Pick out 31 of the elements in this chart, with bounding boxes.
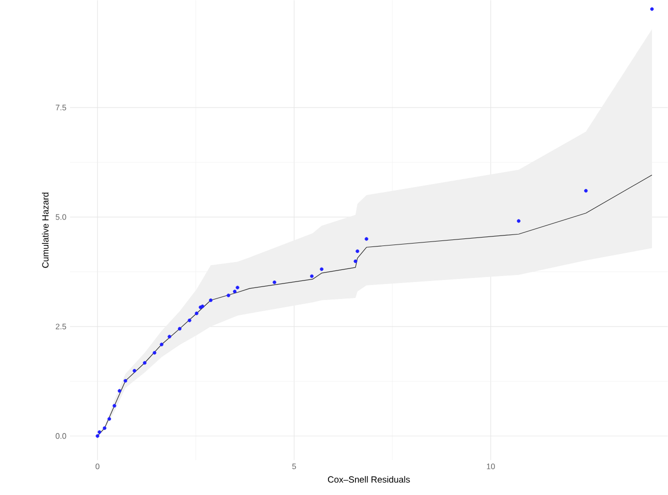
x-axis-title: Cox–Snell Residuals bbox=[328, 476, 410, 483]
point bbox=[320, 267, 324, 271]
point bbox=[142, 361, 146, 365]
point bbox=[108, 417, 112, 421]
point bbox=[310, 274, 314, 278]
point bbox=[194, 312, 198, 316]
point bbox=[152, 350, 156, 355]
point bbox=[132, 368, 136, 373]
point bbox=[124, 378, 128, 383]
point bbox=[178, 326, 182, 330]
point bbox=[98, 430, 102, 434]
point bbox=[356, 249, 360, 253]
point bbox=[208, 298, 213, 302]
point bbox=[160, 342, 164, 346]
point bbox=[118, 389, 122, 393]
point bbox=[226, 294, 230, 298]
point bbox=[168, 334, 172, 338]
point bbox=[232, 290, 237, 294]
y-axis-title: Cumulative Hazard bbox=[42, 192, 49, 268]
point bbox=[112, 404, 116, 408]
point bbox=[96, 434, 100, 438]
point bbox=[102, 426, 106, 430]
point bbox=[584, 188, 588, 193]
point bbox=[364, 237, 368, 241]
point bbox=[272, 280, 276, 284]
point bbox=[236, 286, 240, 290]
point bbox=[650, 7, 654, 11]
point bbox=[516, 219, 520, 223]
line-series bbox=[97, 174, 652, 436]
point bbox=[188, 318, 192, 322]
point bbox=[354, 259, 358, 264]
